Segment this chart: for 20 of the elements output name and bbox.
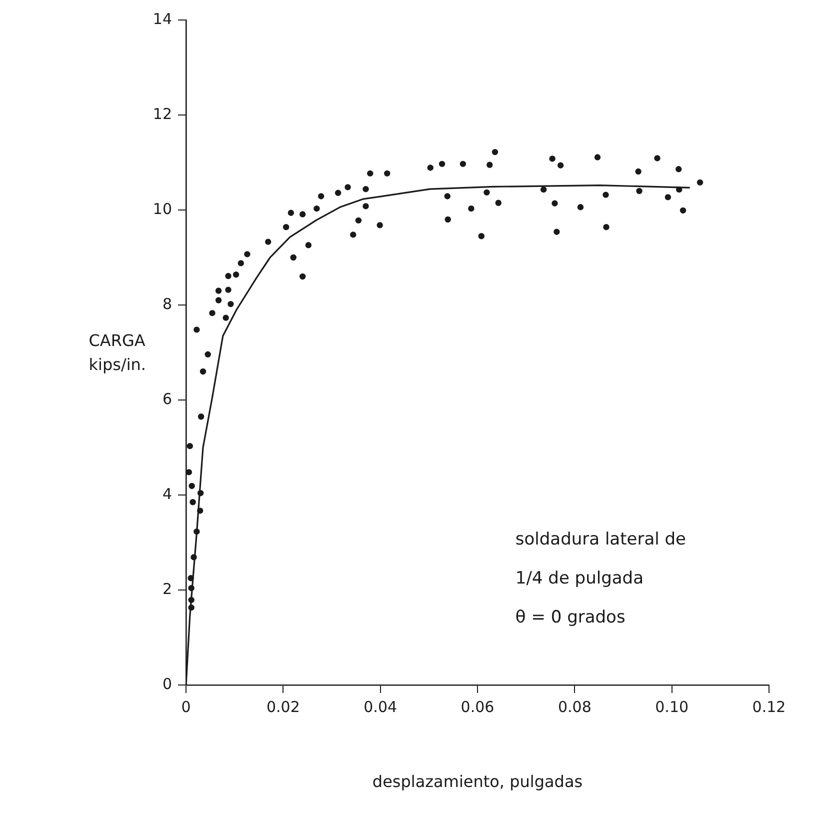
y-tick-label: 10 (152, 200, 172, 218)
annotation: θ = 0 grados (515, 607, 626, 628)
y-axis-title: CARGA kips/in. (88, 331, 146, 374)
y-tick-label: 4 (162, 484, 172, 503)
y-tick-label: 14 (152, 10, 172, 28)
x-tick-label: 0.12 (752, 698, 786, 716)
x-tick-label: 0.08 (558, 698, 592, 716)
y-tick-label: 8 (162, 294, 172, 313)
x-tick-label: 0.06 (460, 698, 494, 716)
x-tick-label: 0.10 (655, 698, 689, 716)
x-tick-label: 0.04 (364, 698, 398, 716)
x-tick-label: 0.02 (266, 698, 300, 716)
annotation: 1/4 de pulgada (515, 568, 644, 588)
y-tick-label: 0 (162, 674, 172, 693)
y-tick-label: 12 (152, 104, 172, 123)
y-tick-label: 6 (162, 390, 172, 408)
y-tick-label: 2 (162, 580, 172, 598)
x-axis-title: desplazamiento, pulgadas (372, 772, 583, 792)
annotation: soldadura lateral de (515, 529, 686, 550)
x-tick-label: 0 (181, 698, 191, 716)
